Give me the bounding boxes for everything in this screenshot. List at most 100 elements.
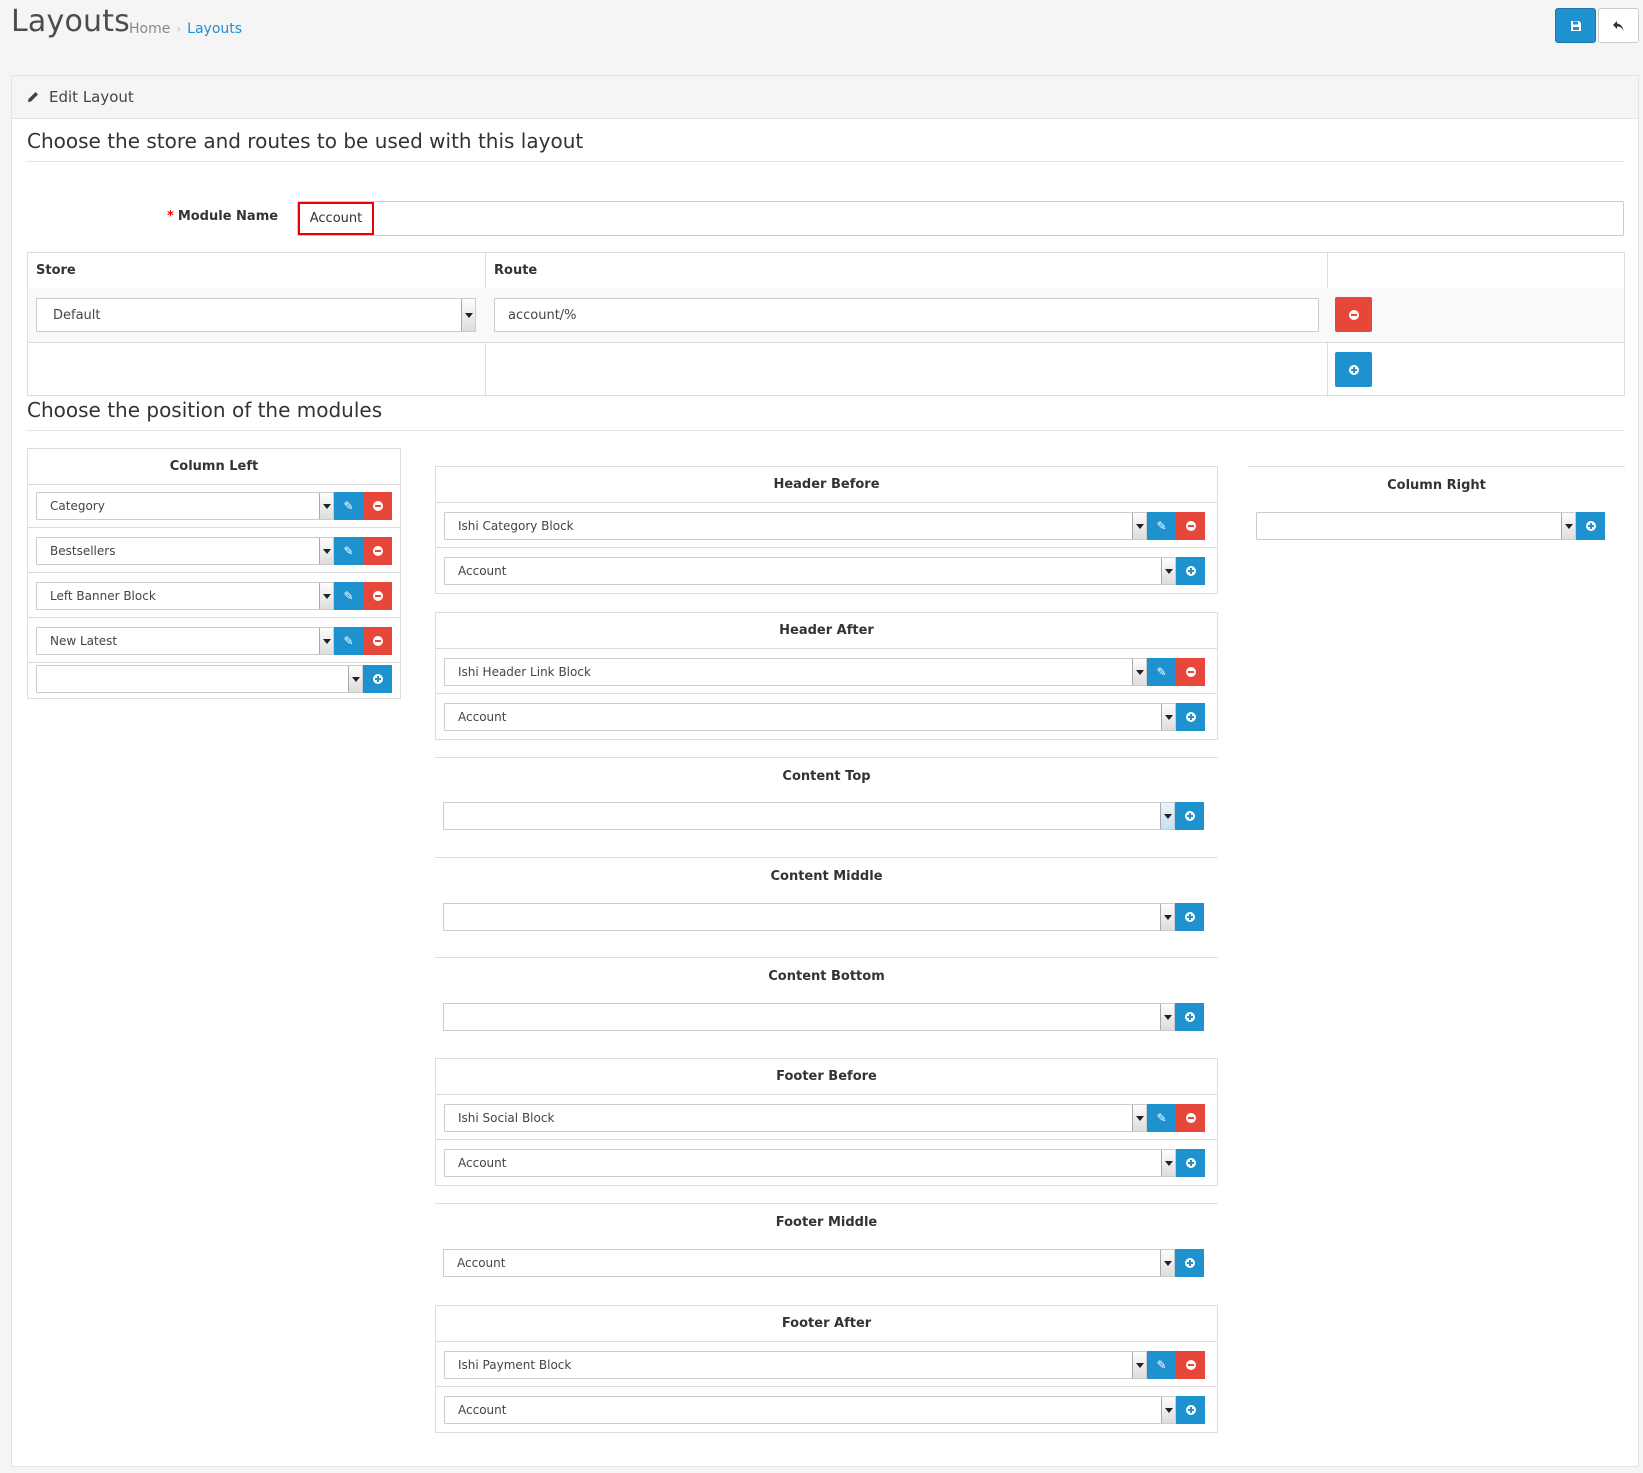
store-select[interactable]: Default [36, 298, 476, 332]
route-input[interactable]: account/% [494, 298, 1319, 332]
module-select[interactable]: Ishi Header Link Block [444, 658, 1147, 686]
module-select[interactable]: Left Banner Block [36, 582, 334, 610]
content-bottom-title: Content Bottom [768, 968, 885, 984]
add-route-button[interactable] [1335, 352, 1372, 387]
module-name-label: * Module Name [167, 209, 279, 224]
edit-module-button[interactable]: ✎ [1147, 1104, 1176, 1132]
remove-route-button[interactable] [1335, 297, 1372, 332]
plus-circle-icon [1185, 1405, 1196, 1415]
remove-module-button[interactable] [363, 537, 392, 565]
add-module-select[interactable] [443, 903, 1175, 931]
edit-layout-panel: Edit Layout Choose the store and routes … [11, 75, 1639, 1467]
add-module-button[interactable] [1175, 903, 1204, 931]
add-module-select[interactable]: Account [443, 1249, 1175, 1277]
add-module-button[interactable] [1176, 557, 1205, 585]
header-before-title: Header Before [436, 467, 1217, 503]
column-header-store: Store [36, 263, 76, 278]
add-module-select[interactable]: Account [444, 1396, 1176, 1424]
remove-module-button[interactable] [363, 492, 392, 520]
pencil-icon: ✎ [1156, 519, 1167, 533]
add-module-select[interactable]: Account [444, 557, 1176, 585]
pencil-icon: ✎ [1156, 665, 1167, 679]
header-after-title: Header After [436, 613, 1217, 649]
edit-module-button[interactable]: ✎ [1147, 658, 1176, 686]
add-module-button[interactable] [1176, 1149, 1205, 1177]
module-select[interactable]: Category [36, 492, 334, 520]
add-module-select[interactable] [443, 802, 1175, 830]
column-right-box: Column Right [1248, 466, 1625, 548]
add-module-button[interactable] [1576, 512, 1605, 540]
plus-circle-icon [372, 674, 383, 684]
remove-module-button[interactable] [1176, 512, 1205, 540]
page-title: Layouts [11, 4, 131, 39]
back-button[interactable] [1598, 8, 1639, 43]
add-module-select[interactable]: Account [444, 1149, 1176, 1177]
plus-circle-icon [1585, 521, 1596, 531]
module-select[interactable]: Ishi Category Block [444, 512, 1147, 540]
module-name-input[interactable]: Account [297, 201, 1624, 236]
footer-after-box: Footer After Ishi Payment Block ✎ Accoun… [435, 1305, 1218, 1433]
remove-module-button[interactable] [1176, 1104, 1205, 1132]
module-select[interactable]: New Latest [36, 627, 334, 655]
column-left-title: Column Left [28, 449, 400, 485]
add-module-button[interactable] [1175, 1003, 1204, 1031]
remove-module-button[interactable] [363, 582, 392, 610]
breadcrumb-separator: › [176, 22, 182, 36]
breadcrumb-layouts[interactable]: Layouts [187, 21, 243, 37]
add-module-select[interactable] [443, 1003, 1175, 1031]
edit-module-button[interactable]: ✎ [1147, 1351, 1176, 1379]
edit-module-button[interactable]: ✎ [1147, 512, 1176, 540]
breadcrumb-home[interactable]: Home [129, 21, 171, 37]
plus-circle-icon [1185, 566, 1196, 576]
minus-circle-icon [1185, 1360, 1196, 1370]
plus-circle-icon [1185, 712, 1196, 722]
route-table: Store Route Default account/% [27, 252, 1625, 397]
save-button[interactable] [1555, 8, 1596, 43]
remove-module-button[interactable] [363, 627, 392, 655]
content-middle-title: Content Middle [770, 868, 883, 884]
content-middle-box: Content Middle [435, 857, 1218, 943]
footer-after-title: Footer After [436, 1306, 1217, 1342]
pencil-icon: ✎ [1156, 1111, 1167, 1125]
add-module-select[interactable] [36, 665, 363, 693]
column-header-route: Route [494, 263, 538, 278]
plus-circle-icon [1184, 1012, 1195, 1022]
remove-module-button[interactable] [1176, 658, 1205, 686]
edit-module-button[interactable]: ✎ [334, 537, 363, 565]
edit-module-button[interactable]: ✎ [334, 492, 363, 520]
section-modules-title: Choose the position of the modules [27, 398, 1624, 431]
footer-before-box: Footer Before Ishi Social Block ✎ Accoun… [435, 1058, 1218, 1186]
pencil-icon [27, 91, 39, 103]
minus-circle-icon [1348, 309, 1359, 320]
plus-circle-icon [1185, 1158, 1196, 1168]
plus-circle-icon [1184, 811, 1195, 821]
pencil-icon: ✎ [343, 544, 354, 558]
module-select[interactable]: Bestsellers [36, 537, 334, 565]
add-module-button[interactable] [363, 665, 392, 693]
module-select[interactable]: Ishi Payment Block [444, 1351, 1147, 1379]
header-after-box: Header After Ishi Header Link Block ✎ Ac… [435, 612, 1218, 740]
minus-circle-icon [372, 591, 383, 601]
add-module-button[interactable] [1176, 1396, 1205, 1424]
minus-circle-icon [1185, 1113, 1196, 1123]
module-select[interactable]: Ishi Social Block [444, 1104, 1147, 1132]
add-module-button[interactable] [1175, 802, 1204, 830]
minus-circle-icon [1185, 521, 1196, 531]
add-module-button[interactable] [1176, 703, 1205, 731]
edit-module-button[interactable]: ✎ [334, 582, 363, 610]
edit-module-button[interactable]: ✎ [334, 627, 363, 655]
panel-heading-text: Edit Layout [49, 88, 134, 106]
add-module-button[interactable] [1175, 1249, 1204, 1277]
minus-circle-icon [372, 636, 383, 646]
content-bottom-box: Content Bottom [435, 957, 1218, 1043]
plus-circle-icon [1184, 1258, 1195, 1268]
pencil-icon: ✎ [343, 499, 354, 513]
column-left-box: Column Left Category ✎ Bestsellers ✎ Lef… [27, 448, 401, 699]
pencil-icon: ✎ [1156, 1358, 1167, 1372]
remove-module-button[interactable] [1176, 1351, 1205, 1379]
add-module-select[interactable] [1256, 512, 1576, 540]
column-right-title: Column Right [1387, 477, 1486, 493]
plus-circle-icon [1184, 912, 1195, 922]
add-module-select[interactable]: Account [444, 703, 1176, 731]
table-row: Default account/% [28, 288, 1624, 342]
